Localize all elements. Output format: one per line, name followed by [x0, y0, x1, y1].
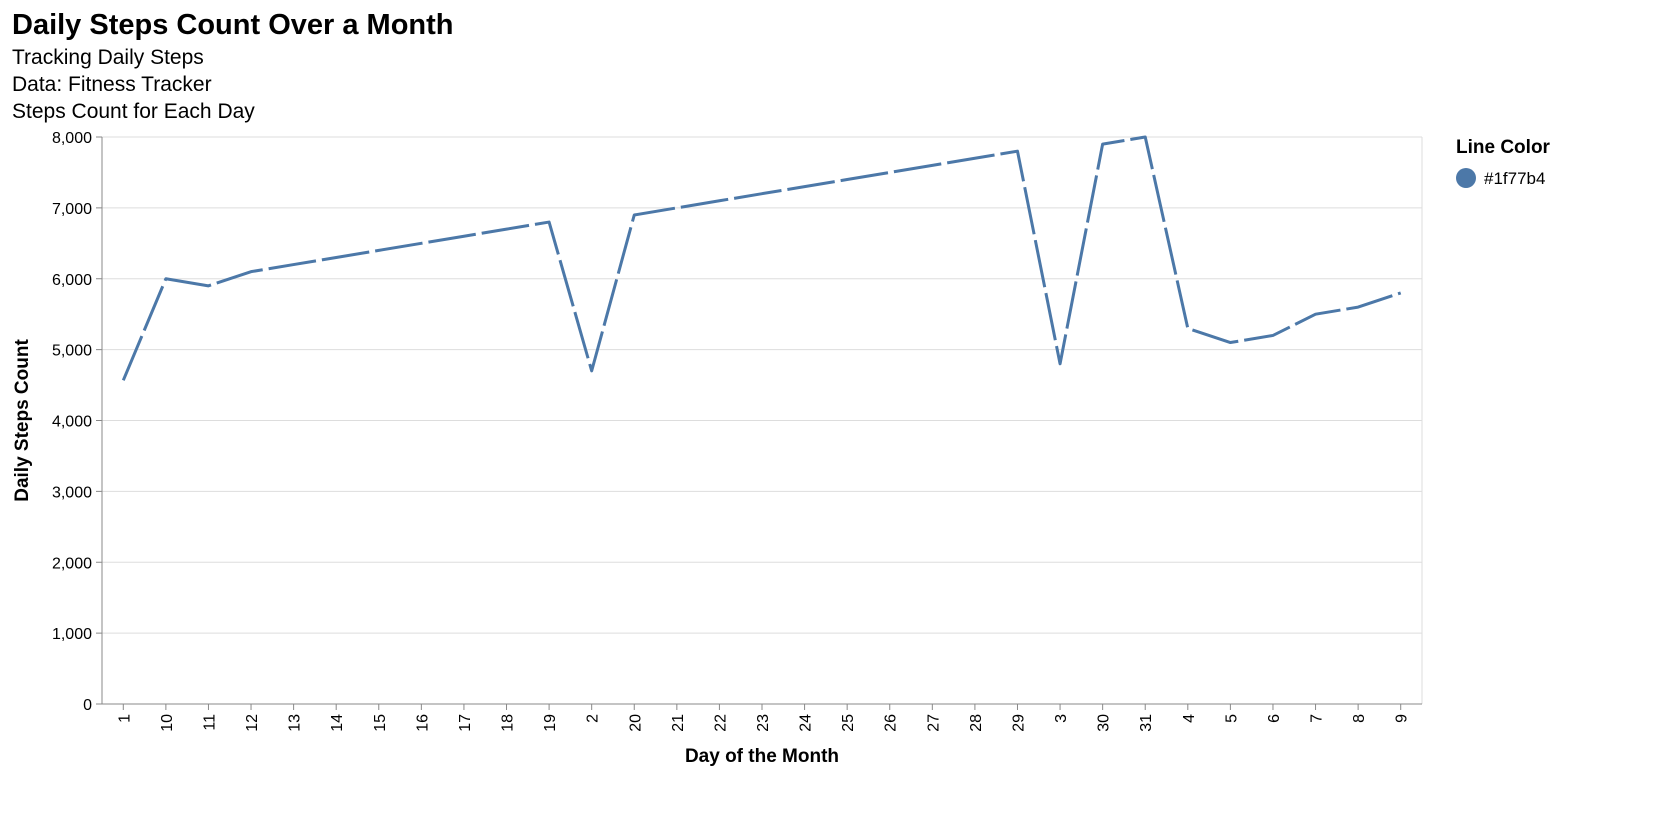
y-tick-label-4: 4,000: [52, 414, 92, 431]
y-tick-label-6: 6,000: [52, 272, 92, 289]
legend-entry-label: #1f77b4: [1484, 169, 1545, 188]
chart-subtitle-2: Data: Fitness Tracker: [12, 73, 212, 96]
x-tick-label-25: 4: [1181, 714, 1198, 723]
grid-lines: [102, 136, 1423, 705]
y-tick-label-0: 0: [83, 697, 92, 714]
x-tick-label-10: 19: [542, 714, 559, 732]
x-tick-label-24: 31: [1138, 714, 1155, 732]
x-tick-label-6: 15: [372, 714, 389, 732]
x-tick-label-4: 13: [287, 714, 304, 732]
x-tick-label-5: 14: [329, 714, 346, 732]
x-tick-label-16: 24: [798, 714, 815, 732]
y-tick-label-5: 5,000: [52, 343, 92, 360]
x-tick-label-22: 3: [1053, 714, 1070, 723]
chart-subtitle-1: Tracking Daily Steps: [12, 46, 204, 69]
legend: Line Color #1f77b4: [1456, 137, 1551, 188]
x-tick-label-28: 7: [1309, 714, 1326, 723]
x-tick-label-7: 16: [414, 714, 431, 732]
x-tick-label-17: 25: [840, 714, 857, 732]
y-tick-label-3: 3,000: [52, 484, 92, 501]
axes: 0 1,000 2,000 3,000 4,000 5,000 6,000 7,000 8,00…: [52, 130, 1422, 732]
y-tick-label-2: 2,000: [52, 555, 92, 572]
x-tick-label-26: 5: [1223, 714, 1240, 723]
x-tick-label-12: 20: [627, 714, 644, 732]
x-tick-label-21: 29: [1010, 714, 1027, 732]
series-line-layer: [121, 135, 1402, 381]
legend-title: Line Color: [1456, 137, 1551, 158]
y-tick-label-8: 8,000: [52, 130, 92, 147]
x-tick-label-29: 8: [1351, 714, 1368, 723]
x-tick-label-8: 17: [457, 714, 474, 732]
y-tick-label-1: 1,000: [52, 626, 92, 643]
chart-subtitle-3: Steps Count for Each Day: [12, 100, 255, 123]
x-tick-label-1: 10: [159, 714, 176, 732]
x-tick-label-19: 27: [925, 714, 942, 732]
x-tick-label-11: 2: [585, 714, 602, 723]
x-tick-label-23: 30: [1096, 714, 1113, 732]
x-tick-label-9: 18: [500, 714, 517, 732]
legend-swatch-circle-icon: [1456, 168, 1476, 188]
x-tick-label-2: 11: [201, 714, 218, 731]
chart-header: Daily Steps Count Over a Month Tracking …: [12, 6, 454, 125]
y-axis-title: Daily Steps Count: [12, 339, 33, 502]
x-tick-label-3: 12: [244, 714, 261, 732]
chart-title: Daily Steps Count Over a Month: [12, 9, 454, 41]
x-tick-label-27: 6: [1266, 714, 1283, 723]
y-tick-label-7: 7,000: [52, 201, 92, 218]
series-line-0: [121, 135, 1402, 381]
x-tick-label-14: 22: [712, 714, 729, 732]
x-tick-label-0: 1: [116, 714, 133, 723]
x-tick-label-20: 28: [968, 714, 985, 732]
x-tick-label-30: 9: [1394, 714, 1411, 723]
x-tick-label-18: 26: [883, 714, 900, 732]
x-tick-label-13: 21: [670, 714, 687, 732]
x-tick-label-15: 23: [755, 714, 772, 732]
x-axis-title: Day of the Month: [685, 746, 839, 767]
